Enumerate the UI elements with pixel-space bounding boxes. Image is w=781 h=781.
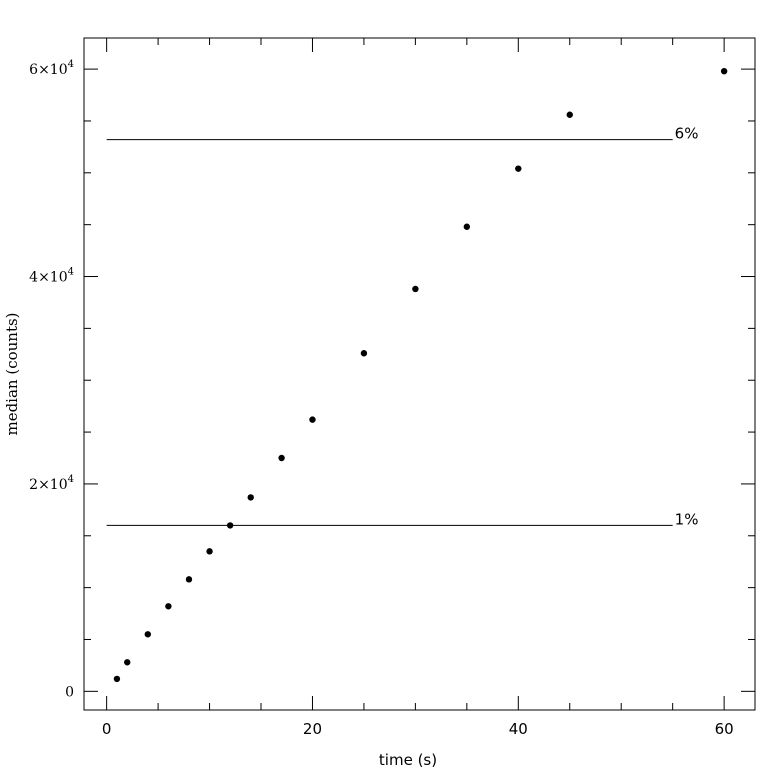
y-tick-label-base: 0 xyxy=(65,684,74,700)
y-tick-label: 0 xyxy=(65,684,74,700)
reference-line-label: 6% xyxy=(675,125,699,143)
data-point xyxy=(515,165,522,172)
data-point xyxy=(185,576,193,583)
data-point xyxy=(278,454,285,462)
reference-line-label: 1% xyxy=(675,510,699,528)
data-point xyxy=(124,659,131,666)
data-point xyxy=(226,522,234,529)
data-point xyxy=(566,111,573,118)
y-tick-label-exponent: 4 xyxy=(68,59,74,70)
y-tick-label: 4×104 xyxy=(29,267,74,286)
data-point xyxy=(360,350,368,357)
y-tick-label-exponent: 4 xyxy=(68,474,74,485)
data-point xyxy=(144,631,152,638)
x-tick-label: 60 xyxy=(715,720,734,738)
data-point xyxy=(206,548,213,555)
data-point xyxy=(412,285,419,293)
data-points xyxy=(113,67,728,683)
data-point xyxy=(165,603,172,610)
y-tick-label-base: 2×10 xyxy=(29,477,67,493)
data-point xyxy=(720,67,728,75)
reference-lines: 6% 1% xyxy=(106,125,699,528)
x-tick-label: 20 xyxy=(303,720,322,738)
y-tick-label: 6×104 xyxy=(29,59,74,78)
data-point xyxy=(247,494,254,501)
x-axis-title: time (s) xyxy=(379,751,437,769)
data-point xyxy=(113,675,121,683)
plot-frame xyxy=(83,37,756,711)
y-axis-title: median (counts) xyxy=(3,312,21,435)
y-tick-label-base: 4×10 xyxy=(29,270,67,286)
x-tick-label: 40 xyxy=(509,720,528,738)
y-tick-label: 2×104 xyxy=(29,474,74,493)
x-axis-ticks: 0 20 40 60 xyxy=(102,38,734,738)
x-tick-label: 0 xyxy=(102,720,112,738)
y-tick-label-base: 6×10 xyxy=(29,62,67,78)
data-point xyxy=(463,223,471,230)
y-tick-label-exponent: 4 xyxy=(68,267,74,278)
data-point xyxy=(309,416,316,423)
